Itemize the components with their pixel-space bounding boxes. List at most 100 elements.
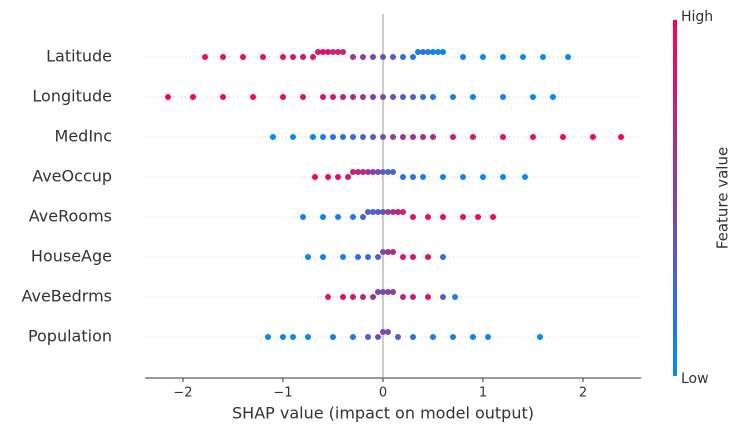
point <box>340 134 346 140</box>
colorbar-low: Low <box>681 371 709 387</box>
point <box>335 214 341 220</box>
point <box>400 134 406 140</box>
point <box>310 134 316 140</box>
point <box>380 289 386 295</box>
point <box>305 334 311 340</box>
point <box>410 254 416 260</box>
point <box>305 254 311 260</box>
point <box>537 334 543 340</box>
point <box>420 94 426 100</box>
point <box>330 94 336 100</box>
point <box>410 294 416 300</box>
point <box>450 94 456 100</box>
point <box>425 254 431 260</box>
point <box>385 169 391 175</box>
point <box>340 94 346 100</box>
point <box>470 134 476 140</box>
point <box>320 214 326 220</box>
point <box>440 214 446 220</box>
y-tick-label: HouseAge <box>31 247 112 266</box>
point <box>300 54 306 60</box>
point <box>530 94 536 100</box>
point <box>430 134 436 140</box>
point <box>320 49 326 55</box>
point <box>500 54 506 60</box>
point <box>390 54 396 60</box>
point <box>500 174 506 180</box>
point <box>430 334 436 340</box>
point <box>350 54 356 60</box>
point <box>300 94 306 100</box>
point <box>485 334 491 340</box>
point <box>325 294 331 300</box>
point <box>410 174 416 180</box>
point <box>370 54 376 60</box>
y-tick-label: MedInc <box>55 127 112 146</box>
x-axis-label: SHAP value (impact on model output) <box>232 404 534 423</box>
point <box>520 54 526 60</box>
point <box>440 254 446 260</box>
point <box>400 174 406 180</box>
point <box>490 214 496 220</box>
point <box>290 134 296 140</box>
point <box>385 209 391 215</box>
point <box>460 54 466 60</box>
point <box>415 49 421 55</box>
point <box>360 169 366 175</box>
point <box>380 329 386 335</box>
point <box>380 209 386 215</box>
point <box>325 174 331 180</box>
point <box>340 254 346 260</box>
point <box>365 334 371 340</box>
point <box>345 174 351 180</box>
point <box>385 289 391 295</box>
point <box>385 249 391 255</box>
x-tick-label: −1 <box>273 386 292 401</box>
point <box>315 49 321 55</box>
y-tick-label: Population <box>28 327 112 346</box>
point <box>360 294 366 300</box>
point <box>300 214 306 220</box>
point <box>440 294 446 300</box>
point <box>340 49 346 55</box>
point <box>435 49 441 55</box>
point <box>355 254 361 260</box>
point <box>280 334 286 340</box>
point <box>410 214 416 220</box>
point <box>410 94 416 100</box>
point <box>452 294 458 300</box>
point <box>375 334 381 340</box>
point <box>380 134 386 140</box>
point <box>420 49 426 55</box>
point <box>425 214 431 220</box>
point <box>202 54 208 60</box>
point <box>320 134 326 140</box>
point <box>335 49 341 55</box>
point <box>380 169 386 175</box>
point <box>350 334 356 340</box>
colorbar-label: Feature value <box>714 147 732 249</box>
point <box>190 94 196 100</box>
point <box>325 49 331 55</box>
point <box>500 94 506 100</box>
point <box>400 254 406 260</box>
point <box>330 334 336 340</box>
point <box>310 54 316 60</box>
y-tick-label: AveRooms <box>29 207 112 226</box>
point <box>280 54 286 60</box>
point <box>280 94 286 100</box>
point <box>350 169 356 175</box>
point <box>450 134 456 140</box>
point <box>400 209 406 215</box>
point <box>430 49 436 55</box>
point <box>370 134 376 140</box>
point <box>470 334 476 340</box>
x-tick-label: 0 <box>379 386 387 401</box>
point <box>265 334 271 340</box>
point <box>350 294 356 300</box>
point <box>425 294 431 300</box>
point <box>420 174 426 180</box>
point <box>350 134 356 140</box>
point <box>380 249 386 255</box>
